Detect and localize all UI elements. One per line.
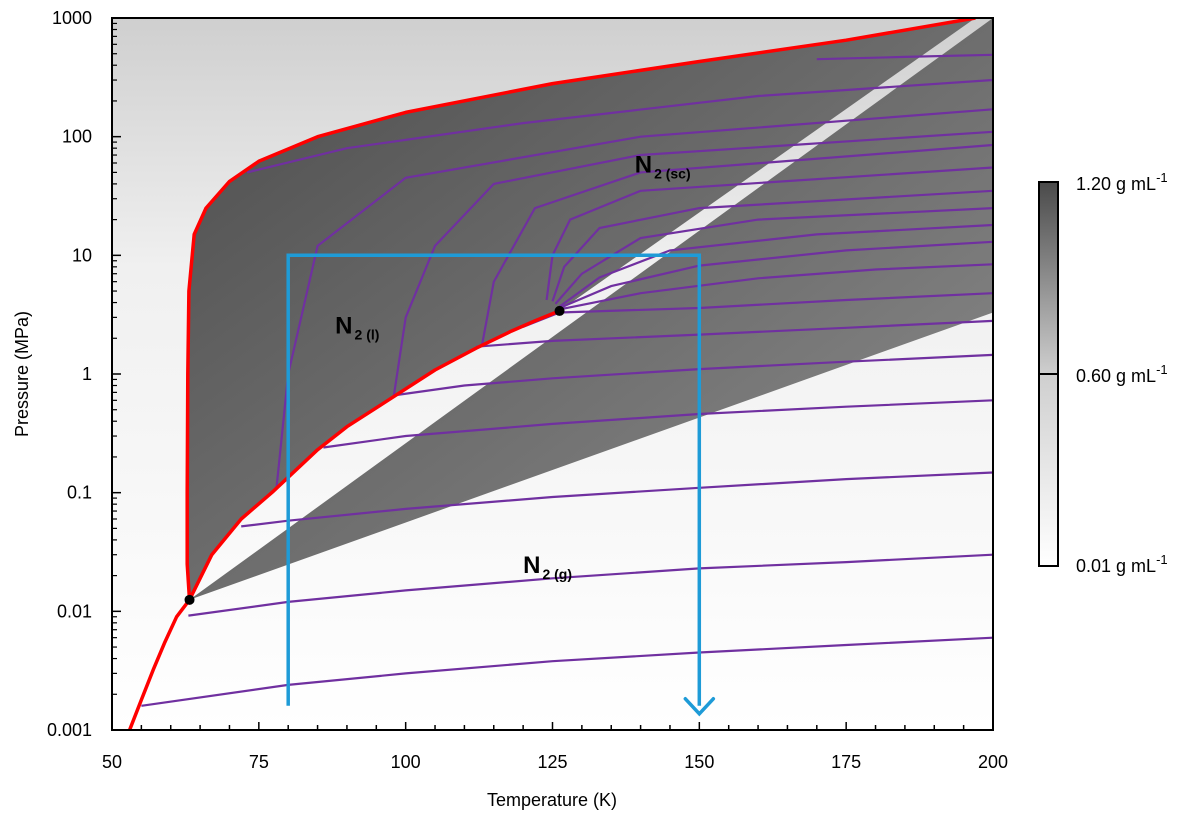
dense-region-fill — [187, 18, 993, 600]
process-path — [286, 253, 716, 717]
y-tick-label: 0.01 — [57, 601, 92, 621]
x-tick-label: 75 — [249, 752, 269, 772]
y-tick-label: 0.001 — [47, 720, 92, 740]
isochore-line-12 — [551, 189, 993, 302]
process-path-line — [286, 253, 702, 706]
y-tick-label: 0.1 — [67, 483, 92, 503]
special-points — [184, 305, 565, 605]
phase-boundaries — [127, 18, 976, 730]
isochore-line-8 — [559, 263, 993, 311]
sublimation-curve — [127, 598, 191, 730]
x-tick-label: 125 — [537, 752, 567, 772]
y-tick-label: 100 — [62, 127, 92, 147]
process-path-arrowhead — [683, 697, 716, 717]
boiling-curve — [187, 309, 561, 601]
isochore-line-18 — [816, 53, 993, 61]
isochore-line-13 — [545, 166, 993, 301]
y-axis-ticks: 0.001 0.01 0.1 1 10 100 1000 — [47, 8, 121, 740]
x-tick-label: 100 — [391, 752, 421, 772]
colorbar-label: 1.20 g mL-1 — [1076, 170, 1168, 194]
isochore-line-17 — [246, 78, 993, 174]
x-tick-label: 150 — [684, 752, 714, 772]
isochore-line-4 — [323, 399, 993, 449]
isochore-line-10 — [558, 223, 993, 308]
isochore-line-14 — [480, 143, 993, 346]
x-tick-label: 200 — [978, 752, 1008, 772]
colorbar: 1.20 g mL-1 0.60 g mL-1 0.01 g mL-1 — [1038, 170, 1168, 576]
x-axis-ticks: 50 75 100 125 150 175 200 — [102, 722, 1008, 772]
x-tick-label: 50 — [102, 752, 122, 772]
isochore-line-11 — [554, 207, 993, 305]
isochore-line-15 — [392, 130, 993, 396]
triple-point-marker — [184, 594, 195, 605]
isochore-line-16 — [275, 108, 993, 488]
isochore-line-5 — [393, 353, 993, 397]
colorbar-label: 0.60 g mL-1 — [1076, 362, 1168, 386]
y-axis-label: Pressure (MPa) — [12, 311, 32, 437]
critical-point-marker — [554, 305, 565, 316]
x-tick-label: 175 — [831, 752, 861, 772]
x-axis-label: Temperature (K) — [487, 790, 617, 810]
y-tick-label: 1 — [82, 364, 92, 384]
colorbar-label: 0.01 g mL-1 — [1076, 552, 1168, 576]
melting-curve — [185, 18, 976, 600]
y-tick-label: 10 — [72, 245, 92, 265]
y-tick-label: 1000 — [52, 8, 92, 28]
